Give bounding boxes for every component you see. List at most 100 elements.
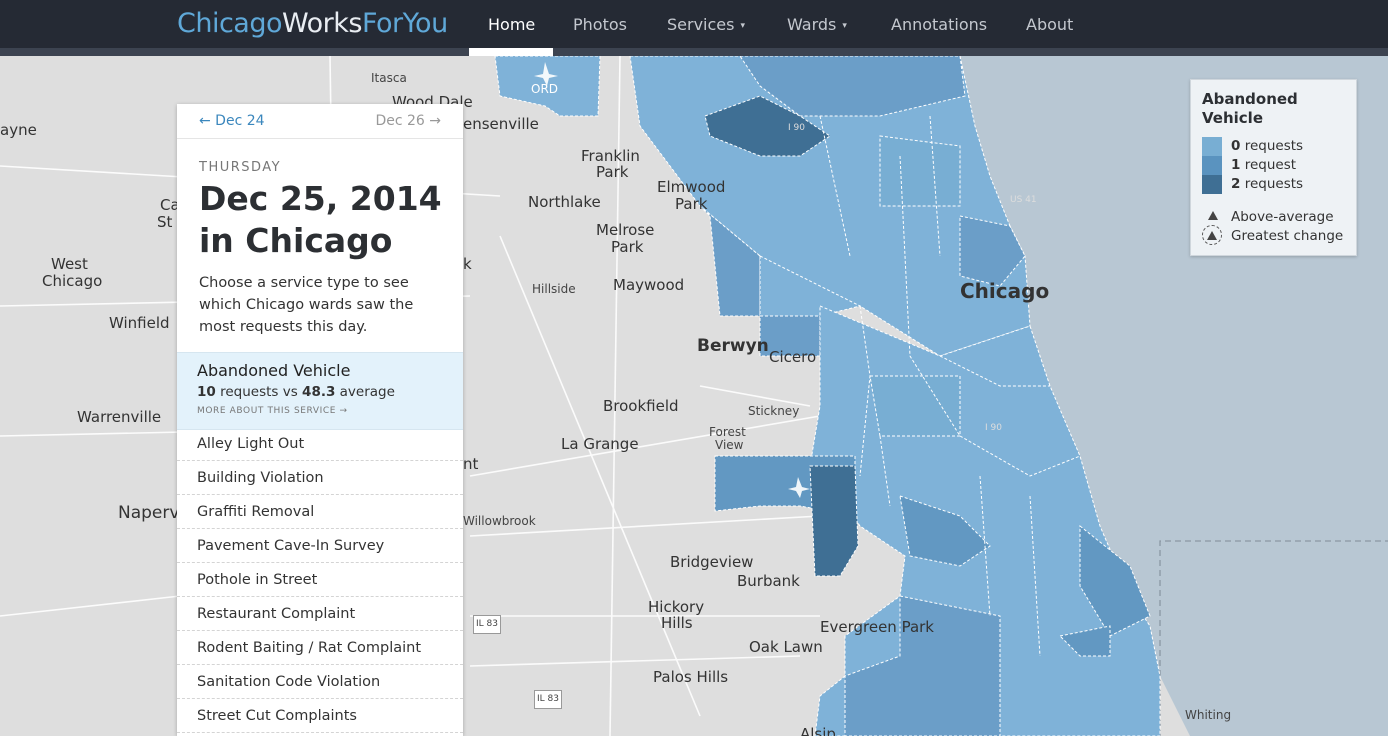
ward-ohare xyxy=(494,56,601,117)
highway-shield: IL 83 xyxy=(473,615,501,634)
ward-boundaries xyxy=(819,115,1081,657)
map-label: Burbank xyxy=(737,572,800,590)
map-label: West xyxy=(51,255,88,273)
active-nav-indicator xyxy=(469,48,553,56)
map-label: Hickory xyxy=(648,598,705,616)
stats-mid: requests vs xyxy=(215,384,303,400)
map-label: Alsip xyxy=(800,725,836,736)
service-item[interactable]: Street Cut Complaints xyxy=(177,700,463,733)
map-label: Cicero xyxy=(769,348,817,366)
page-title: Dec 25, 2014 in Chicago xyxy=(199,178,459,262)
navbar-strip xyxy=(0,48,1388,56)
map-label: Palos Hills xyxy=(653,668,729,686)
map-label: Hills xyxy=(661,614,693,632)
legend-row-text: 1 request xyxy=(1231,157,1296,173)
legend-label: Greatest change xyxy=(1231,228,1344,244)
legend-title-line: Vehicle xyxy=(1202,109,1263,127)
legend-swatch xyxy=(1202,175,1222,194)
service-item[interactable]: Alley Light Out xyxy=(177,428,463,461)
service-item[interactable]: Pothole in Street xyxy=(177,564,463,597)
airport-icons xyxy=(534,62,810,498)
ward-polygons xyxy=(494,56,1161,736)
map-label: St xyxy=(157,213,173,231)
legend-swatch xyxy=(1202,156,1222,175)
nav-services[interactable]: Services ▾ xyxy=(667,0,745,50)
map-label: Hillside xyxy=(532,282,576,296)
map-label: Ca xyxy=(160,196,180,214)
map-label: nt xyxy=(463,455,479,473)
map-label: Bridgeview xyxy=(670,553,754,571)
map-label: Warrenville xyxy=(77,408,162,426)
legend-label: requests xyxy=(1240,138,1304,154)
date-line: Dec 25, 2014 xyxy=(199,179,442,218)
selected-service-stats: 10 requests vs 48.3 average xyxy=(197,384,395,400)
map-label: Franklin xyxy=(581,147,640,165)
service-item[interactable]: Pavement Cave-In Survey xyxy=(177,530,463,563)
map-label: ensenville xyxy=(463,115,539,133)
legend-count: 1 xyxy=(1231,157,1241,173)
legend-label: requests xyxy=(1240,176,1304,192)
map-label: View xyxy=(715,438,744,452)
nav-photos[interactable]: Photos xyxy=(573,15,627,34)
service-item[interactable]: Rodent Baiting / Rat Complaint xyxy=(177,632,463,665)
selected-service[interactable]: Abandoned Vehicle 10 requests vs 48.3 av… xyxy=(177,352,463,430)
nav-annotations[interactable]: Annotations xyxy=(891,15,988,34)
legend-title-line: Abandoned xyxy=(1202,90,1298,108)
highway-shield: I 90 xyxy=(788,123,805,133)
map-label: Park xyxy=(596,163,629,181)
legend-row-text: 0 requests xyxy=(1231,138,1303,154)
map-label: Forest xyxy=(709,425,746,439)
chevron-down-icon: ▾ xyxy=(842,21,847,31)
legend-count: 2 xyxy=(1231,176,1241,192)
selected-service-name: Abandoned Vehicle xyxy=(197,361,351,380)
map-label: Park xyxy=(611,238,644,256)
brand-logo[interactable]: ChicagoWorksForYou xyxy=(177,8,448,40)
map-legend: Abandoned Vehicle 0 requests 1 request 2… xyxy=(1190,79,1357,256)
map-label: Evergreen Park xyxy=(820,618,934,636)
legend-title: Abandoned Vehicle xyxy=(1202,90,1298,128)
nav-wards[interactable]: Wards ▾ xyxy=(787,0,847,50)
highway-shield: US 41 xyxy=(1010,195,1037,205)
service-item[interactable]: Restaurant Complaint xyxy=(177,598,463,631)
prev-day-link[interactable]: ← Dec 24 xyxy=(199,113,265,129)
next-day-link[interactable]: Dec 26 → xyxy=(375,113,441,129)
nav-about[interactable]: About xyxy=(1026,15,1074,34)
legend-label: Above-average xyxy=(1231,209,1334,225)
map-label: Chicago xyxy=(960,279,1050,303)
brand-part-works: Works xyxy=(282,8,362,39)
highway-shield: I 90 xyxy=(985,423,1002,433)
stats-suffix: average xyxy=(335,384,395,400)
service-item[interactable]: Building Violation xyxy=(177,462,463,495)
state-boundary xyxy=(1159,540,1388,736)
circle-triangle-icon xyxy=(1202,225,1222,245)
map-label: ORD xyxy=(531,82,559,96)
city-line: in Chicago xyxy=(199,221,393,260)
map-label: Berwyn xyxy=(697,336,769,356)
legend-label: request xyxy=(1240,157,1297,173)
map-label: Park xyxy=(675,195,708,213)
chevron-down-icon: ▾ xyxy=(740,21,745,31)
legend-swatch xyxy=(1202,137,1222,156)
request-count: 10 xyxy=(197,384,216,400)
triangle-icon xyxy=(1207,231,1217,240)
map-label: Stickney xyxy=(748,404,800,418)
weekday-label: THURSDAY xyxy=(199,160,282,175)
service-list: Alley Light Out Building Violation Graff… xyxy=(177,428,463,734)
map-label: Winfield xyxy=(109,314,170,332)
more-about-service-link[interactable]: MORE ABOUT THIS SERVICE → xyxy=(197,406,348,416)
map-label: Elmwood xyxy=(657,178,726,196)
nav-wards-label: Wards xyxy=(787,15,837,34)
triangle-icon xyxy=(1208,211,1218,220)
average-count: 48.3 xyxy=(302,384,336,400)
top-navbar: ChicagoWorksForYou Home Photos Services ▾… xyxy=(0,0,1388,48)
map-label: Northlake xyxy=(528,193,601,211)
map-label: Maywood xyxy=(613,276,685,294)
service-item[interactable]: Graffiti Removal xyxy=(177,496,463,529)
service-item[interactable]: Sanitation Code Violation xyxy=(177,666,463,699)
map-label: Naperv xyxy=(118,503,180,523)
map-label: La Grange xyxy=(561,435,639,453)
brand-part-chicago: Chicago xyxy=(177,8,283,39)
map-label: Willowbrook xyxy=(463,514,536,528)
map-label: Oak Lawn xyxy=(749,638,823,656)
nav-home[interactable]: Home xyxy=(488,15,536,34)
